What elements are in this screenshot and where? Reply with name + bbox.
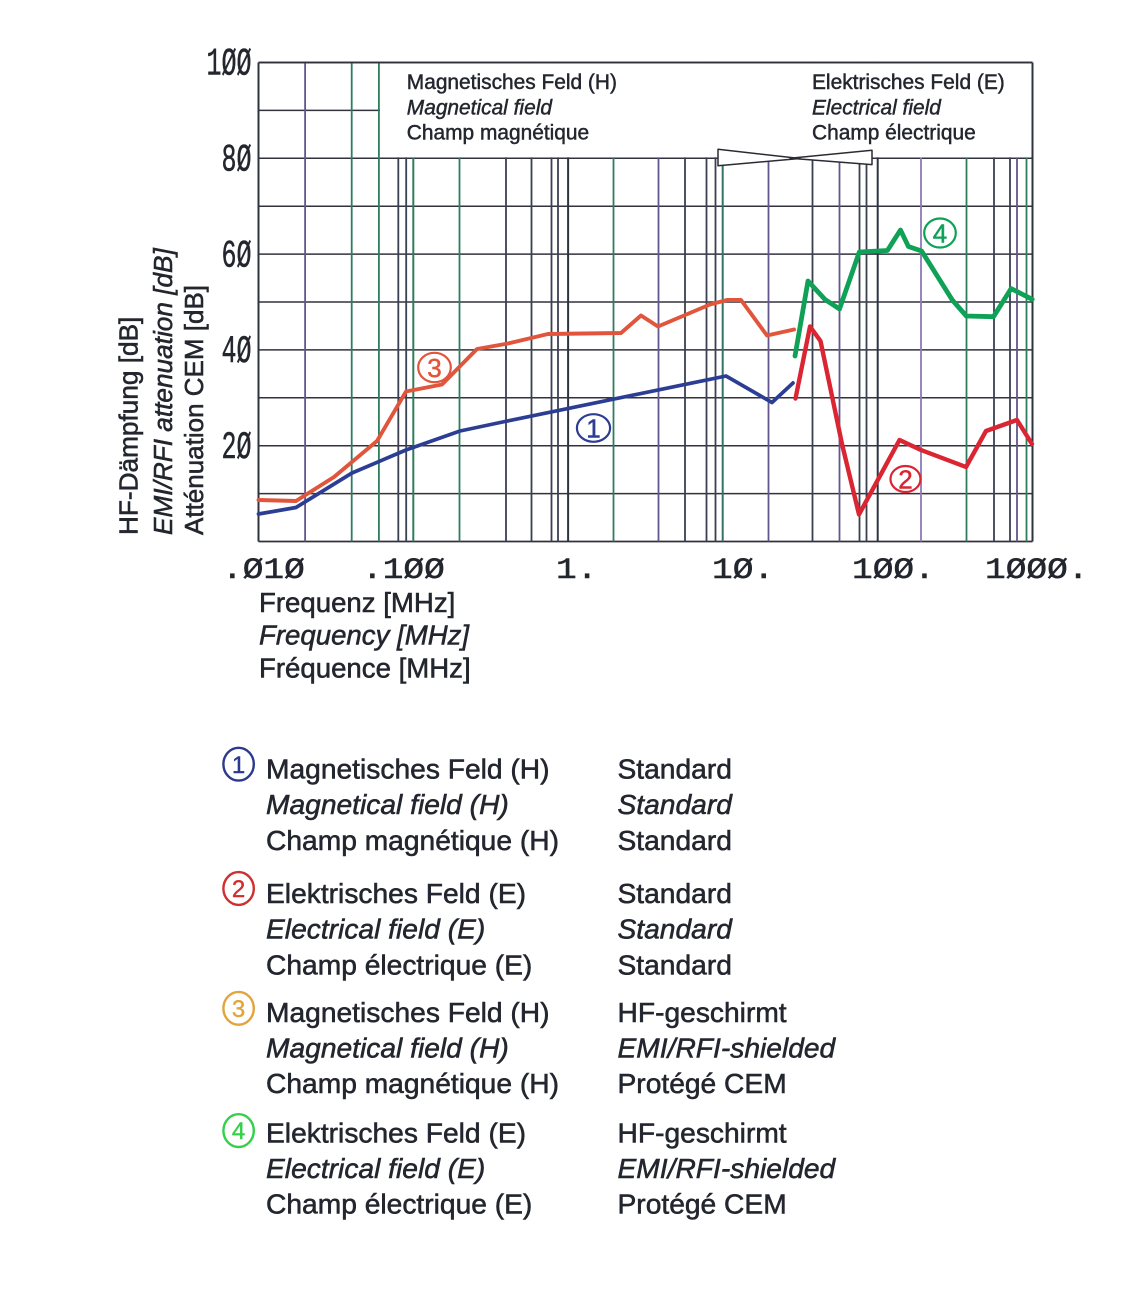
svg-text:4: 4 — [232, 1118, 245, 1145]
svg-text:1ØØØ.: 1ØØØ. — [985, 553, 1088, 587]
svg-text:Standard: Standard — [618, 913, 734, 945]
svg-text:Magnetical field (H): Magnetical field (H) — [266, 788, 509, 820]
svg-text:Magnetisches Feld (H): Magnetisches Feld (H) — [266, 996, 550, 1028]
svg-text:4: 4 — [933, 218, 947, 248]
svg-text:8Ø: 8Ø — [221, 138, 251, 182]
svg-text:.1ØØ: .1ØØ — [362, 553, 445, 587]
svg-text:Protégé CEM: Protégé CEM — [618, 1188, 787, 1220]
svg-text:Champ électrique (E): Champ électrique (E) — [266, 1188, 532, 1220]
svg-text:4Ø: 4Ø — [221, 330, 251, 374]
svg-text:1: 1 — [586, 413, 600, 443]
svg-text:Standard: Standard — [618, 948, 732, 980]
svg-text:Standard: Standard — [618, 753, 732, 785]
svg-text:EMI/RFI attenuation [dB]: EMI/RFI attenuation [dB] — [148, 248, 178, 535]
svg-text:1ØØ.: 1ØØ. — [852, 553, 935, 587]
svg-text:HF-geschirmt: HF-geschirmt — [618, 996, 787, 1028]
svg-text:Magnetical field (H): Magnetical field (H) — [266, 1032, 509, 1064]
svg-text:Frequenz [MHz]: Frequenz [MHz] — [259, 587, 455, 618]
svg-text:HF-Dämpfung [dB]: HF-Dämpfung [dB] — [114, 317, 144, 535]
svg-text:Champ électrique: Champ électrique — [812, 122, 976, 145]
svg-text:Elektrisches Feld (E): Elektrisches Feld (E) — [812, 71, 1005, 94]
svg-text:.Ø1Ø: .Ø1Ø — [222, 553, 305, 587]
svg-text:3: 3 — [427, 353, 441, 383]
svg-text:Protégé CEM: Protégé CEM — [618, 1067, 787, 1099]
svg-text:1: 1 — [232, 752, 245, 779]
svg-text:Champ magnétique (H): Champ magnétique (H) — [266, 824, 559, 856]
svg-text:Frequency [MHz]: Frequency [MHz] — [259, 620, 470, 651]
svg-text:EMI/RFI-shielded: EMI/RFI-shielded — [618, 1152, 837, 1184]
svg-text:Magnetisches Feld (H): Magnetisches Feld (H) — [266, 753, 550, 785]
svg-text:1Ø.: 1Ø. — [712, 553, 774, 587]
svg-text:3: 3 — [232, 996, 245, 1023]
svg-text:HF-geschirmt: HF-geschirmt — [618, 1116, 787, 1148]
svg-text:Fréquence [MHz]: Fréquence [MHz] — [259, 653, 471, 684]
svg-text:Standard: Standard — [618, 877, 732, 909]
svg-text:Magnetical field: Magnetical field — [407, 96, 554, 119]
svg-text:Standard: Standard — [618, 788, 734, 820]
svg-text:2Ø: 2Ø — [221, 426, 251, 470]
svg-text:Electrical field (E): Electrical field (E) — [266, 1152, 485, 1184]
svg-text:6Ø: 6Ø — [221, 234, 251, 278]
svg-text:EMI/RFI-shielded: EMI/RFI-shielded — [618, 1032, 837, 1064]
svg-text:Electrical field: Electrical field — [812, 96, 942, 119]
svg-text:Electrical field (E): Electrical field (E) — [266, 913, 485, 945]
svg-text:1ØØ: 1ØØ — [206, 43, 251, 87]
svg-text:Standard: Standard — [618, 824, 732, 856]
svg-text:1.: 1. — [556, 553, 597, 587]
svg-text:Atténuation CEM [dB]: Atténuation CEM [dB] — [179, 285, 209, 535]
svg-text:Elektrisches Feld (E): Elektrisches Feld (E) — [266, 1116, 526, 1148]
svg-text:Champ magnétique: Champ magnétique — [407, 122, 589, 145]
svg-text:2: 2 — [898, 464, 912, 494]
svg-text:Champ magnétique (H): Champ magnétique (H) — [266, 1067, 559, 1099]
svg-text:Elektrisches Feld (E): Elektrisches Feld (E) — [266, 877, 526, 909]
svg-text:Magnetisches Feld (H): Magnetisches Feld (H) — [407, 71, 617, 94]
svg-text:Champ électrique (E): Champ électrique (E) — [266, 948, 532, 980]
svg-text:2: 2 — [232, 876, 245, 903]
